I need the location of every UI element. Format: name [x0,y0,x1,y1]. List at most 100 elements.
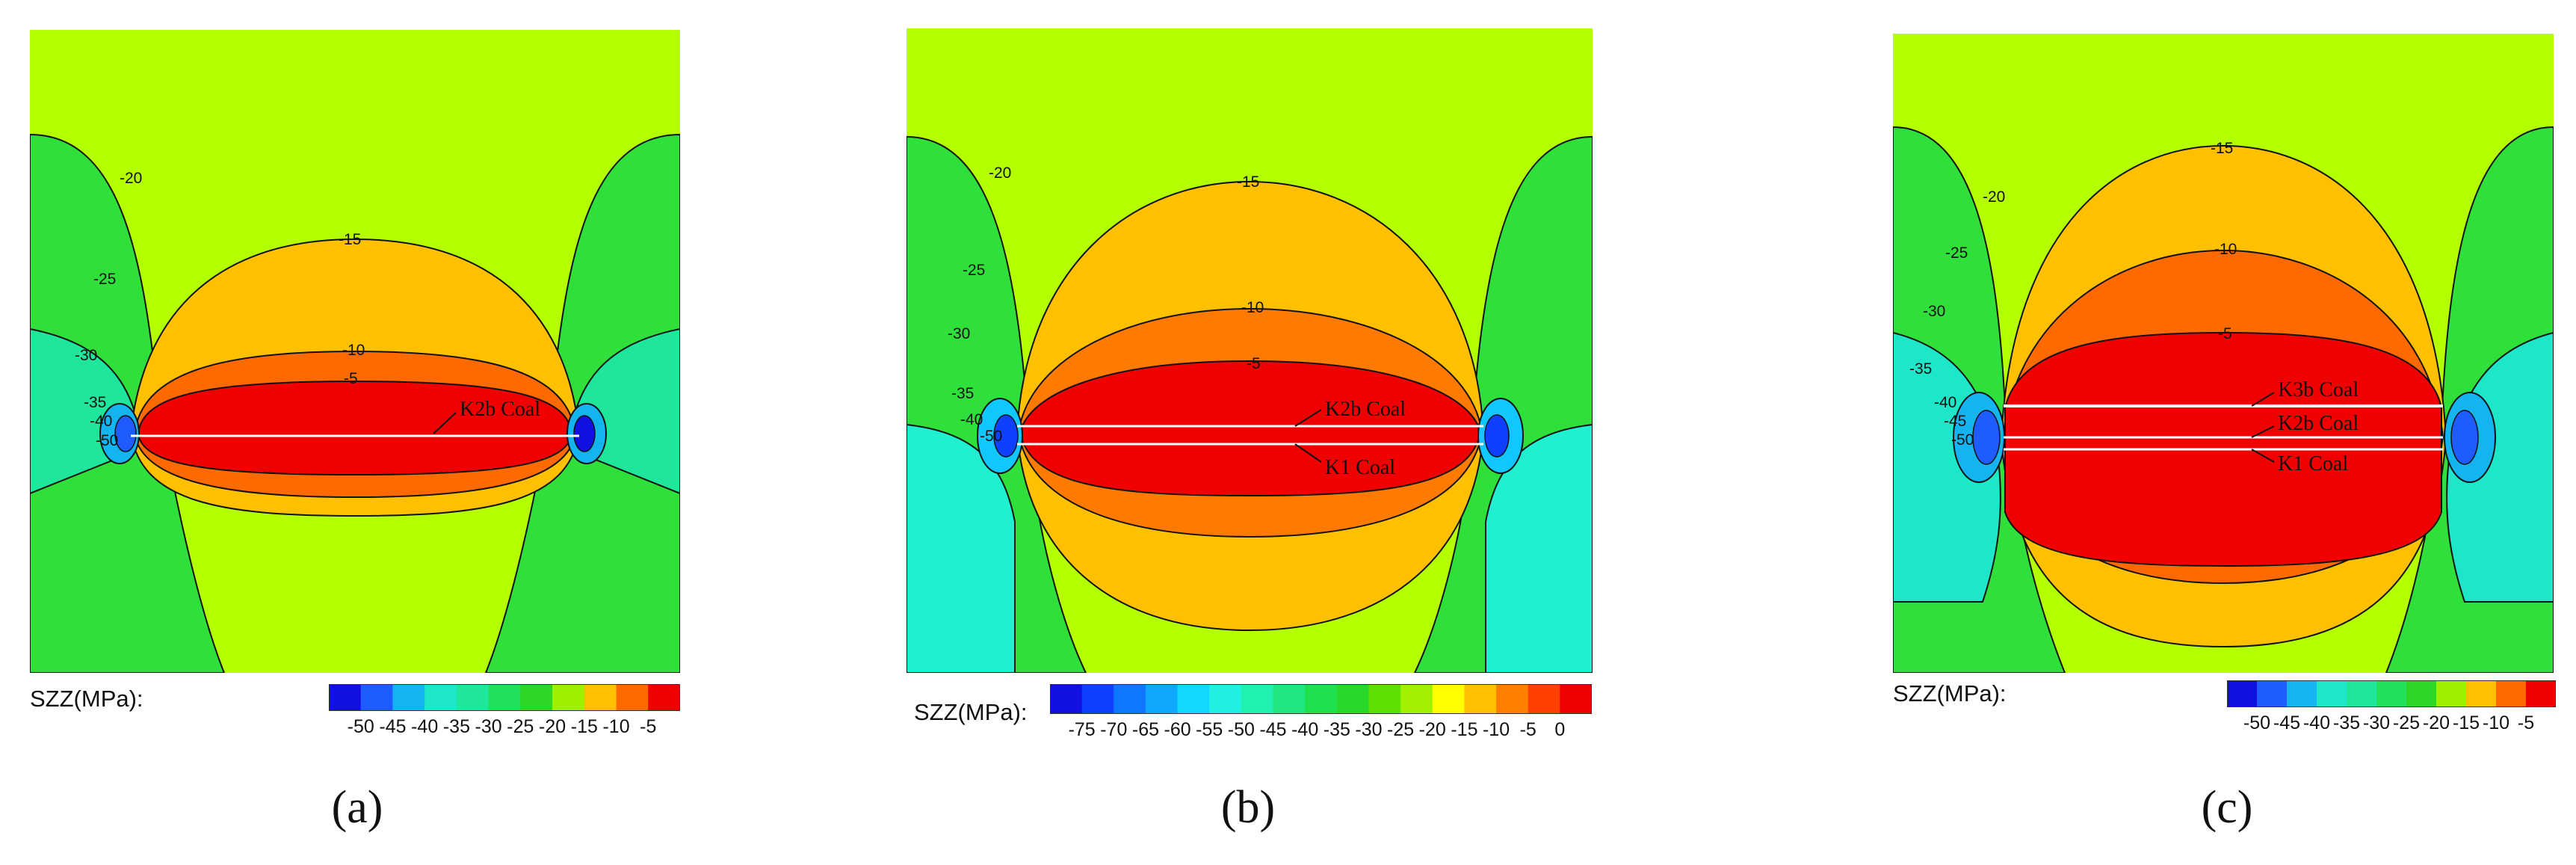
colorbar-tick-label: -70 [1100,719,1128,740]
colorbar-tick-label: -10 [602,716,630,737]
colorbar-label-a: SZZ(MPa): [30,686,143,712]
annotation-k2b: K2b Coal [1325,398,1406,421]
colorbar-tick-label: -30 [1355,719,1383,740]
colorbar-tick-label: -50 [2243,712,2271,733]
colorbar-tick-label: -5 [1519,719,1536,740]
contour-label: -45 [1944,413,1966,430]
contour-svg-c: K3b Coal K2b Coal K1 Coal -20 -25 -30 -3… [1893,34,2554,673]
colorbar-c [2227,680,2556,707]
contour-label: -25 [1945,244,1968,262]
colorbar-swatch [329,684,362,711]
colorbar-swatch [1209,684,1242,714]
annotation-k2b: K2b Coal [2278,412,2359,435]
colorbar-tick-label: -45 [2273,712,2301,733]
panel-label-c: (c) [2201,782,2253,833]
colorbar-swatch [392,684,425,711]
contour-label: -40 [1934,394,1956,411]
colorbar-swatch [424,684,457,711]
contour-label: -30 [948,325,970,342]
stress-right-inner [573,415,596,452]
colorbar-tick-label: 0 [1554,719,1566,740]
colorbar-tick-label: -30 [475,716,502,737]
contour-label: -10 [1241,299,1264,316]
colorbar-tick-label: -20 [1418,719,1446,740]
colorbar-a [329,684,680,711]
stress-left-inner [1972,410,2001,465]
contour-label: -20 [120,170,142,187]
colorbar-tick-label: -45 [1259,719,1287,740]
contour-plot-b: K2b Coal K1 Coal -20 -25 -30 -35 -40 -50… [906,28,1593,673]
region-zero [1019,360,1482,497]
colorbar-tick-label: -50 [1227,719,1255,740]
contour-label: -15 [2211,140,2233,157]
colorbar-tick-label: -60 [1164,719,1191,740]
colorbar-swatch [1432,684,1465,714]
contour-label: -25 [963,262,985,279]
colorbar-b [1050,684,1592,714]
colorbar-tick-label: -35 [2332,712,2361,733]
colorbar-tick-label: -30 [2362,712,2391,733]
colorbar-tick-label: -55 [1196,719,1223,740]
annotation-k1: K1 Coal [1325,456,1395,479]
colorbar-tick-label: -35 [442,716,470,737]
colorbar-border [2227,680,2556,707]
contour-label: -50 [980,428,1002,445]
colorbar-swatch [1528,684,1560,714]
contour-label: -10 [2214,241,2237,258]
colorbar-tick-label: -35 [1323,719,1350,740]
colorbar-swatch [616,684,649,711]
contour-label: -30 [1923,303,1945,320]
contour-label: -5 [2218,325,2232,342]
leader-k2b [2251,425,2275,438]
colorbar-swatch [456,684,489,711]
colorbar-swatch [360,684,393,711]
colorbar-swatch [2376,680,2407,707]
colorbar-tick-label: -15 [2452,712,2480,733]
colorbar-swatch [2496,680,2527,707]
panel-label-a: (a) [331,782,383,833]
colorbar-tick-label: -5 [2517,712,2535,733]
colorbar-swatch [1464,684,1497,714]
annotation-k3b: K3b Coal [2278,378,2359,401]
colorbar-border [329,684,680,711]
colorbar-tick-label: -40 [1291,719,1319,740]
colorbar-swatch [488,684,521,711]
colorbar-swatch [1241,684,1274,714]
colorbar-swatch [1400,684,1433,714]
contour-svg-b: K2b Coal K1 Coal -20 -25 -30 -35 -40 -50… [906,28,1593,673]
colorbar-swatch [1368,684,1401,714]
colorbar-tick-label: -40 [411,716,439,737]
colorbar-tick-label: -10 [1482,719,1510,740]
contour-label: -35 [84,394,106,411]
colorbar-tick-label: -50 [347,716,374,737]
contour-label: -50 [1951,431,1974,449]
colorbar-tick-label: -75 [1068,719,1096,740]
colorbar-swatch [2436,680,2467,707]
colorbar-tick-label: -15 [1451,719,1478,740]
colorbar-swatch [2406,680,2437,707]
annotation-k2b: K2b Coal [460,398,540,421]
contour-label: -40 [960,411,983,428]
colorbar-swatch [1560,684,1592,714]
contour-svg-a: K2b Coal -20 -25 -30 -35 -40 -50 -15 -10… [30,30,680,673]
colorbar-tick-label: -25 [507,716,534,737]
colorbar-swatch [1145,684,1179,714]
colorbar-swatch [2317,680,2347,707]
leader-k3b [2251,392,2275,407]
colorbar-tick-label: -5 [640,716,657,737]
colorbar-swatch [1050,684,1083,714]
contour-label: -20 [1983,188,2005,206]
colorbar-swatch [552,684,585,711]
leader-k1 [2251,449,2275,463]
colorbar-swatch [1177,684,1210,714]
colorbar-tick-label: -25 [1387,719,1415,740]
colorbar-label-b: SZZ(MPa): [914,699,1028,725]
colorbar-swatch [648,684,680,711]
leader-k2b [1294,409,1322,427]
colorbar-swatch [2526,680,2556,707]
contour-label: -15 [1237,173,1259,191]
contour-label: -25 [93,271,116,288]
colorbar-swatch [1496,684,1529,714]
colorbar-swatch [2227,680,2258,707]
colorbar-swatch [1114,684,1146,714]
